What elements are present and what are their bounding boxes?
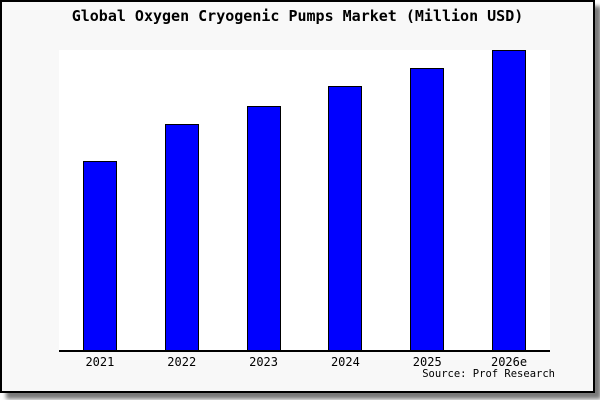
bar-slot-2022 xyxy=(141,50,223,350)
x-axis-label-2025: 2025 xyxy=(412,355,442,369)
bar-2022 xyxy=(164,124,199,350)
bar-2025 xyxy=(410,68,445,350)
x-axis-label-2022: 2022 xyxy=(167,355,197,369)
chart-figure: Global Oxygen Cryogenic Pumps Market (Mi… xyxy=(0,0,595,393)
bar-2026e xyxy=(492,50,527,350)
bar-slot-2025 xyxy=(386,50,468,350)
bar-2023 xyxy=(246,105,281,350)
bar-slot-2023 xyxy=(223,50,305,350)
x-axis-label-2026e: 2026e xyxy=(490,355,528,369)
bar-2024 xyxy=(328,86,363,350)
x-axis-label-2021: 2021 xyxy=(85,355,115,369)
bar-2021 xyxy=(82,161,117,350)
x-axis-label-2023: 2023 xyxy=(249,355,279,369)
x-axis-label-2024: 2024 xyxy=(330,355,360,369)
plot-area xyxy=(59,50,550,352)
bar-slot-2024 xyxy=(304,50,386,350)
x-axis-tick-labels: 2021 2022 2023 2024 2025 2026e xyxy=(59,355,550,369)
source-credit: Source: Prof Research xyxy=(422,368,555,380)
chart-title: Global Oxygen Cryogenic Pumps Market (Mi… xyxy=(71,7,524,25)
bar-slot-2026e xyxy=(468,50,550,350)
bar-slot-2021 xyxy=(59,50,141,350)
